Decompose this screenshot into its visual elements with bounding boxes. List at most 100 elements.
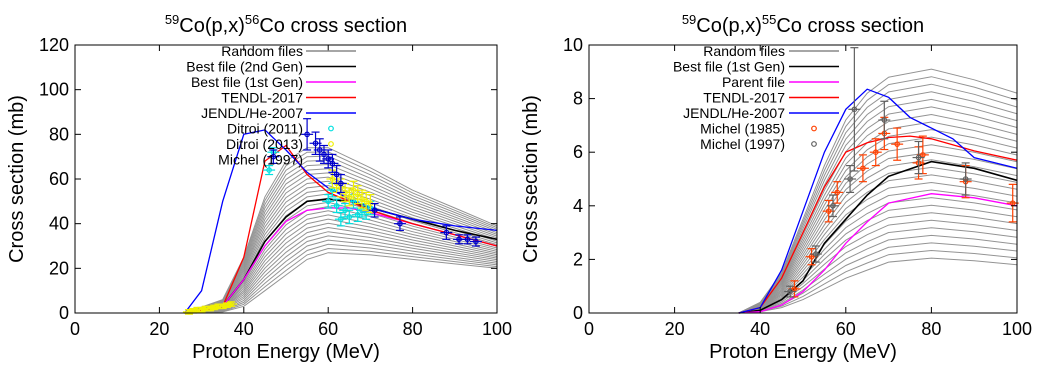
legend-label: TENDL-2017 bbox=[221, 90, 303, 106]
data-point bbox=[354, 211, 361, 218]
y-tick-label: 100 bbox=[39, 80, 69, 100]
data-point bbox=[787, 288, 793, 295]
data-point bbox=[312, 140, 319, 147]
x-tick-label: 80 bbox=[403, 319, 423, 339]
data-point bbox=[464, 236, 471, 243]
chart-title: 59Co(p,x)56Co cross section bbox=[165, 12, 407, 37]
random-file-line bbox=[738, 197, 1018, 314]
legend-marker bbox=[811, 141, 817, 147]
x-tick-label: 40 bbox=[750, 319, 770, 339]
random-file-line bbox=[738, 151, 1018, 314]
random-file-line bbox=[184, 231, 498, 314]
random-file-line bbox=[738, 91, 1018, 314]
data-point bbox=[834, 189, 841, 196]
legend-marker bbox=[328, 125, 334, 132]
random-file-line bbox=[184, 218, 498, 314]
legend-label: Michel (1985) bbox=[700, 121, 785, 137]
experimental-set bbox=[182, 169, 377, 315]
legend-label: Random files bbox=[703, 43, 785, 59]
random-file-line bbox=[184, 214, 498, 314]
random-file-line bbox=[738, 227, 1018, 314]
series-line bbox=[184, 144, 498, 314]
y-tick-label: 80 bbox=[49, 124, 69, 144]
data-point bbox=[456, 236, 462, 243]
chart-title: 59Co(p,x)55Co cross section bbox=[682, 12, 924, 37]
random-file-line bbox=[738, 83, 1018, 314]
y-tick-label: 0 bbox=[59, 303, 69, 323]
title-sup: 59 bbox=[682, 12, 696, 27]
random-file-line bbox=[738, 98, 1018, 314]
legend-label: Michel (1997) bbox=[218, 152, 303, 168]
data-point bbox=[350, 187, 357, 193]
x-tick-label: 100 bbox=[1002, 319, 1032, 339]
random-file-line bbox=[738, 144, 1018, 314]
series-line bbox=[738, 193, 1018, 314]
x-axis-label: Proton Energy (MeV) bbox=[192, 341, 380, 363]
series-line bbox=[184, 129, 498, 314]
title-text: Co cross section bbox=[776, 15, 924, 37]
legend-marker bbox=[811, 125, 817, 132]
title-sup: 56 bbox=[245, 12, 259, 27]
data-point bbox=[872, 149, 879, 156]
y-tick-label: 0 bbox=[573, 303, 583, 323]
experimental-set bbox=[784, 47, 972, 298]
chart-2: 0 20 40 60 80 100 0 2 4 6 8 10 Proton Energy (MeV) Cr… bbox=[520, 12, 1032, 363]
data-point bbox=[894, 141, 900, 147]
legend-label: Michel (1997) bbox=[700, 136, 785, 152]
legend-label: Ditroi (2011) bbox=[227, 121, 303, 137]
data-point bbox=[371, 207, 378, 214]
title-text: Co(p,x) bbox=[179, 15, 245, 37]
y-tick-label: 60 bbox=[49, 169, 69, 189]
title-sup: 55 bbox=[762, 12, 776, 27]
y-tick-label: 20 bbox=[49, 258, 69, 278]
data-point bbox=[325, 198, 332, 205]
data-point bbox=[915, 154, 922, 161]
x-tick-label: 20 bbox=[149, 319, 169, 339]
y-tick-label: 4 bbox=[573, 196, 583, 216]
random-file-line bbox=[184, 226, 498, 314]
x-tick-label: 0 bbox=[584, 319, 594, 339]
random-file-line bbox=[184, 159, 498, 314]
data-point bbox=[266, 167, 272, 173]
experimental-set bbox=[267, 118, 482, 247]
y-axis-label: Cross section (mb) bbox=[520, 95, 542, 263]
random-file-line bbox=[184, 180, 498, 314]
random-file-line bbox=[738, 166, 1018, 314]
random-file-line bbox=[184, 201, 498, 314]
data-point bbox=[830, 203, 836, 209]
data-point bbox=[881, 117, 888, 123]
x-tick-label: 0 bbox=[70, 319, 80, 339]
title-sup: 59 bbox=[165, 12, 179, 27]
x-tick-label: 60 bbox=[836, 319, 856, 339]
random-file-line bbox=[738, 189, 1018, 314]
legend-marker bbox=[328, 156, 334, 163]
data-point bbox=[228, 301, 234, 307]
random-file-line bbox=[184, 163, 498, 314]
data-point bbox=[338, 216, 344, 223]
y-tick-label: 120 bbox=[39, 35, 69, 55]
data-point bbox=[847, 176, 853, 182]
random-file-line bbox=[738, 234, 1018, 314]
legend-label: Parent file bbox=[722, 74, 785, 90]
data-point bbox=[325, 156, 332, 162]
y-tick-label: 10 bbox=[563, 35, 583, 55]
random-file-line bbox=[738, 181, 1018, 314]
y-tick-label: 8 bbox=[573, 89, 583, 109]
data-point bbox=[346, 194, 353, 200]
random-file-line bbox=[738, 257, 1018, 314]
random-file-line bbox=[184, 247, 498, 314]
random-file-line bbox=[184, 222, 498, 314]
data-point bbox=[473, 238, 479, 245]
data-point bbox=[825, 208, 832, 214]
random-file-line bbox=[184, 176, 498, 314]
x-tick-label: 60 bbox=[318, 319, 338, 339]
random-file-line bbox=[184, 168, 498, 314]
plot-frame bbox=[588, 44, 1018, 314]
random-file-line bbox=[738, 159, 1018, 314]
x-tick-label: 100 bbox=[482, 319, 512, 339]
title-text: Co(p,x) bbox=[696, 15, 762, 37]
random-file-line bbox=[738, 219, 1018, 314]
